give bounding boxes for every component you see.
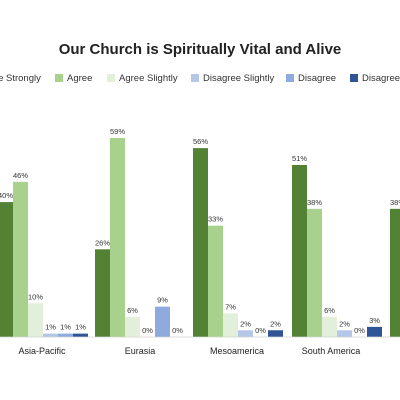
bar-mesoamerica-agree-slightly [223,313,238,337]
data-label-eurasia-agree-strongly: 26% [95,238,110,247]
data-label-eurasia-disagree-slightly: 0% [142,326,153,335]
bar-south-america-agree [307,208,322,337]
bar-asia-pacific-agree [13,181,28,337]
bar-asia-pacific-disagree-slightly [43,333,58,337]
legend-swatch [191,74,199,82]
legend-swatch [286,74,294,82]
data-label-south-america-agree: 38% [307,198,322,207]
data-label-south-america-disagree-strongly: 3% [369,316,380,325]
bar-asia-pacific-disagree-strongly [73,333,88,337]
chart-title: Our Church is Spiritually Vital and Aliv… [59,41,342,58]
legend-item-agree: Agree [55,73,92,84]
bar-asia-pacific-disagree [58,333,73,337]
legend-swatch [107,74,115,82]
legend-item-disagree-strongly: Disagree Strongly [350,73,400,84]
legend-swatch [55,74,63,82]
data-label-asia-pacific-agree-slightly: 10% [28,292,43,301]
category-labels: Asia-Pacific Eurasia Mesoamerica South Amer… [18,346,360,356]
category-label-mesoamerica: Mesoamerica [210,346,264,356]
data-label-mesoamerica-agree: 33% [208,215,223,224]
bar-partial-next-category [390,208,400,337]
data-label-eurasia-disagree: 9% [157,296,168,305]
bars-group: 40% 46% 10% 1% 1% 1% 26% 59% 6% 0% 9% 0% 56% 33% 7% 2% 0… [0,127,400,337]
bar-south-america-agree-strongly [292,164,307,337]
data-label-mesoamerica-agree-strongly: 56% [193,137,208,146]
bar-asia-pacific-agree-strongly [0,202,13,337]
bar-south-america-agree-slightly [322,316,337,337]
data-label-eurasia-agree-slightly: 6% [127,306,138,315]
data-label-partial-next-category: 38% [390,198,400,207]
bar-eurasia-agree-slightly [125,316,140,337]
data-label-mesoamerica-agree-slightly: 7% [225,302,236,311]
bar-asia-pacific-agree-slightly [28,303,43,337]
data-label-mesoamerica-disagree-slightly: 2% [240,319,251,328]
data-label-eurasia-agree: 59% [110,127,125,136]
data-label-south-america-disagree: 0% [354,326,365,335]
data-label-south-america-disagree-slightly: 2% [339,319,350,328]
legend-swatch [350,74,358,82]
data-label-asia-pacific-disagree: 1% [60,323,71,332]
legend-item-disagree-slightly: Disagree Slightly [191,73,275,84]
data-label-south-america-agree-slightly: 6% [324,306,335,315]
bar-south-america-disagree-strongly [367,326,382,337]
data-label-mesoamerica-disagree-strongly: 2% [270,319,281,328]
legend-label: Agree [67,73,92,84]
legend-item-disagree: Disagree [286,73,336,84]
legend: Agree Strongly Agree Agree Slightly Disa… [0,73,400,84]
legend-label: Disagree Slightly [203,73,275,84]
legend-label: Disagree [298,73,336,84]
bar-mesoamerica-agree-strongly [193,148,208,337]
bar-eurasia-agree-strongly [95,249,110,337]
category-label-eurasia: Eurasia [125,346,156,356]
legend-label: Agree Slightly [119,73,178,84]
legend-label: Disagree Strongly [362,73,400,84]
data-label-asia-pacific-disagree-slightly: 1% [45,323,56,332]
legend-item-agree-strongly: Agree Strongly [0,73,41,84]
data-label-eurasia-disagree-strongly: 0% [172,326,183,335]
data-label-mesoamerica-disagree: 0% [255,326,266,335]
category-label-south-america: South America [302,346,361,356]
data-label-south-america-agree-strongly: 51% [292,154,307,163]
category-label-asia-pacific: Asia-Pacific [18,346,66,356]
legend-label: Agree Strongly [0,73,41,84]
bar-eurasia-disagree [155,306,170,337]
bar-south-america-disagree-slightly [337,330,352,337]
bar-eurasia-agree [110,138,125,337]
bar-mesoamerica-disagree-strongly [268,330,283,337]
bar-mesoamerica-agree [208,225,223,337]
data-label-asia-pacific-disagree-strongly: 1% [75,323,86,332]
legend-item-agree-slightly: Agree Slightly [107,73,178,84]
data-label-asia-pacific-agree: 46% [13,171,28,180]
bar-mesoamerica-disagree-slightly [238,330,253,337]
data-label-asia-pacific-agree-strongly: 40% [0,191,13,200]
